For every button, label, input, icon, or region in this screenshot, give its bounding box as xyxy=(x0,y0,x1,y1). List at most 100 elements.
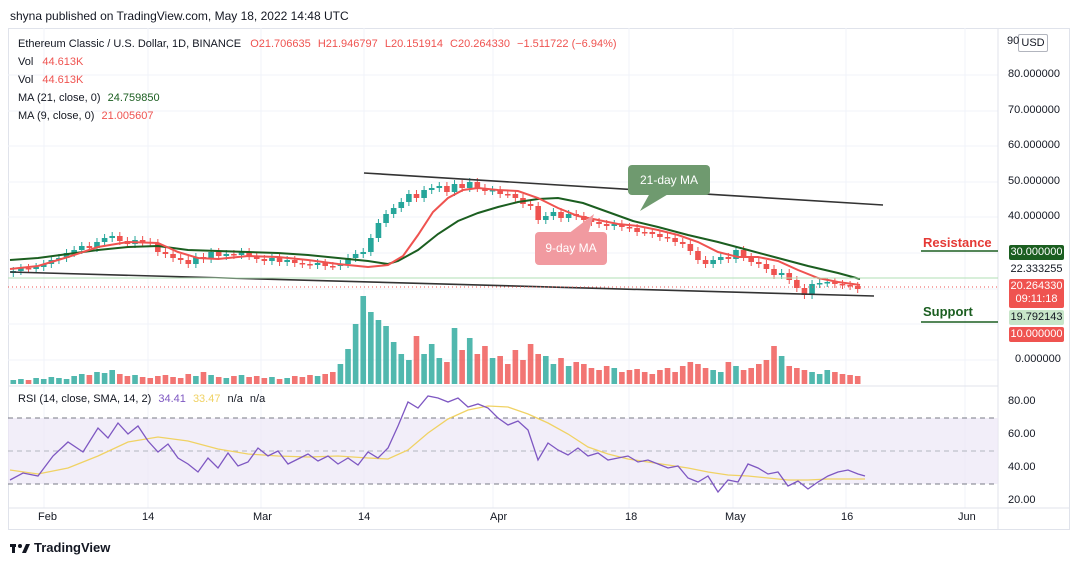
candle-body xyxy=(261,259,268,261)
price-chart[interactable] xyxy=(8,28,1070,530)
candle-body xyxy=(18,268,24,271)
candle-body xyxy=(535,206,541,220)
volume-bar xyxy=(101,373,108,384)
candle-body xyxy=(246,252,252,256)
volume-bar xyxy=(679,366,686,384)
rsi-sma-value: 33.47 xyxy=(192,393,221,405)
rsi-line xyxy=(9,395,866,494)
rsi-label[interactable]: RSI (14, close, SMA, 14, 2) xyxy=(18,393,152,405)
candle-body xyxy=(78,246,85,250)
volume-bar xyxy=(147,378,154,384)
volume-bar xyxy=(649,374,656,384)
candle-body xyxy=(763,264,770,269)
candle-body xyxy=(725,257,732,259)
vol2-label[interactable]: Vol xyxy=(18,74,34,86)
time-label-apr18: 18 xyxy=(625,511,638,523)
candle-body xyxy=(352,254,359,258)
candle-body xyxy=(687,244,694,251)
volume-bar xyxy=(474,354,481,384)
tradingview-footer[interactable]: TradingView xyxy=(10,540,110,555)
volume-bar xyxy=(56,378,62,384)
candle-body xyxy=(489,190,496,192)
candle-body xyxy=(390,208,397,214)
volume-bar xyxy=(794,368,800,384)
rsi-label-40: 40.00 xyxy=(1008,461,1036,473)
candle-body xyxy=(504,194,511,196)
candle-body xyxy=(436,186,443,188)
candle-body xyxy=(695,251,701,260)
volume-bar xyxy=(535,354,541,384)
ma21-callout[interactable]: 21-day MA xyxy=(628,165,710,195)
time-label-feb: Feb xyxy=(38,511,57,523)
volume-bar xyxy=(558,358,564,384)
candle-body xyxy=(474,182,481,188)
volume-bar xyxy=(444,362,450,384)
candle-body xyxy=(512,194,519,198)
volume-bar xyxy=(854,376,861,384)
volume-bar xyxy=(421,354,427,384)
vol1-label[interactable]: Vol xyxy=(18,56,34,68)
support-price-badge: 10.000000 xyxy=(1009,327,1064,342)
ma21-label[interactable]: MA (21, close, 0) xyxy=(18,92,101,104)
volume-bar xyxy=(687,362,694,384)
rsi-na-1: n/a xyxy=(227,393,243,405)
candle-body xyxy=(368,238,374,252)
rsi-label-20: 20.00 xyxy=(1008,494,1036,506)
volume-bar xyxy=(48,377,55,384)
candle-body xyxy=(459,184,465,188)
candle-body xyxy=(193,257,199,264)
volume-bar xyxy=(816,374,823,384)
ma21-line xyxy=(9,196,861,280)
candle-body xyxy=(634,228,640,232)
ma9-label[interactable]: MA (9, close, 0) xyxy=(18,110,95,122)
volume-bar xyxy=(702,368,709,384)
volume-bar xyxy=(215,377,222,384)
candle-body xyxy=(322,263,328,266)
candle-body xyxy=(611,224,618,226)
currency-button[interactable]: USD xyxy=(1018,34,1048,52)
price-label-0: 0.000000 xyxy=(1015,353,1061,365)
volume-bar xyxy=(337,364,344,384)
candle-body xyxy=(527,204,534,206)
candle-body xyxy=(794,280,800,288)
candle-body xyxy=(109,236,115,238)
volume-bar xyxy=(330,372,336,384)
rsi-sma-line xyxy=(9,405,865,481)
candle-body xyxy=(809,284,815,295)
candle-body xyxy=(162,252,169,254)
volume-bar xyxy=(771,346,777,384)
volume-bar xyxy=(86,375,93,384)
candle-body xyxy=(63,253,70,258)
volume-bar xyxy=(824,370,831,384)
volume-bar xyxy=(809,372,815,384)
volume-bar xyxy=(672,372,678,384)
candle-body xyxy=(25,268,32,270)
symbol-title[interactable]: Ethereum Classic / U.S. Dollar, 1D, BINA… xyxy=(18,38,242,50)
volume-bar xyxy=(459,350,465,384)
volume-bar xyxy=(276,379,283,384)
volume-bar xyxy=(748,368,754,384)
volume-bar xyxy=(436,358,443,384)
candle-body xyxy=(139,240,146,242)
ma9-callout[interactable]: 9-day MA xyxy=(535,232,607,265)
volume-bar xyxy=(185,374,192,384)
volume-bar xyxy=(695,364,701,384)
last-price-value: 20.264330 xyxy=(1010,280,1063,292)
volume-bar xyxy=(428,344,435,384)
candle-body xyxy=(641,232,648,234)
volume-bar xyxy=(733,366,739,384)
ma21-callout-pointer xyxy=(640,193,670,211)
candle-body xyxy=(466,182,473,188)
volume-bar xyxy=(132,375,138,384)
resistance-label: Resistance xyxy=(923,235,992,250)
volume-bar xyxy=(489,358,496,384)
volume-bar xyxy=(634,369,640,384)
volume-bar xyxy=(322,374,328,384)
volume-bar xyxy=(786,366,793,384)
volume-bar xyxy=(466,338,473,384)
candle-body xyxy=(398,202,405,208)
volume-bar xyxy=(345,349,351,384)
candle-body xyxy=(756,262,762,264)
volume-bar xyxy=(139,377,146,384)
upper-trendline xyxy=(363,172,884,206)
